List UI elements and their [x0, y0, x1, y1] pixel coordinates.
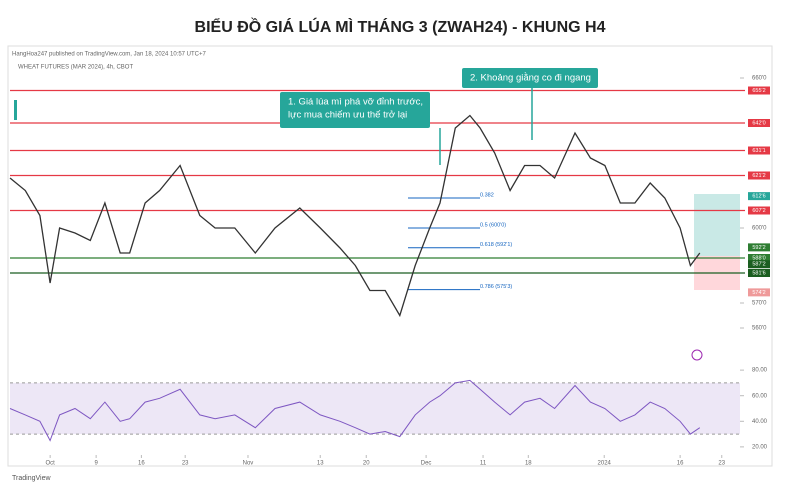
price-tag-label: 574'2: [752, 290, 765, 296]
level-tag: [748, 119, 770, 127]
rsi-line: [9, 379, 701, 442]
y-tick-label: 570'0: [752, 301, 767, 307]
fib-label: 0.618 (592'1): [480, 242, 512, 248]
x-tick-label: 2024: [598, 461, 612, 467]
y-tick-label: 560'0: [752, 326, 767, 332]
price-tag: [748, 260, 770, 269]
annotation-box: [462, 68, 598, 88]
level-tag: [748, 206, 770, 215]
x-tick-label: 9: [94, 461, 98, 467]
x-tick-label: 23: [718, 461, 725, 467]
x-tick-label: 18: [525, 461, 532, 467]
symbol: WHEAT FUTURES (MAR 2024), 4h, CBOT: [18, 65, 133, 71]
annotation-box: [280, 92, 430, 128]
y-tick-label: 660'0: [752, 76, 767, 82]
level-tag: [748, 146, 770, 155]
marker: [14, 100, 17, 120]
level-label: 642'0: [752, 120, 765, 126]
title: BIỂU ĐỒ GIÁ LÚA MÌ THÁNG 3 (ZWAH24) - KH…: [195, 17, 606, 36]
x-tick-label: 23: [182, 461, 189, 467]
target-zone: [694, 194, 740, 256]
rsi-tick-label: 60.00: [752, 393, 768, 399]
annotation-text: 2. Khoảng giằng co đi ngang: [470, 73, 591, 84]
rsi-tick-label: 40.00: [752, 419, 768, 425]
x-tick-label: 16: [677, 461, 684, 467]
level-tag: [748, 269, 770, 277]
x-tick-label: 11: [480, 461, 487, 467]
level-label: 581'6: [752, 270, 765, 276]
price-tag: [748, 243, 770, 252]
x-tick-label: 13: [317, 461, 324, 467]
frame: [7, 45, 773, 467]
fib-label: 0.5 (600'0): [480, 222, 506, 228]
x-tick-label: 20: [363, 461, 370, 467]
x-tick-label: Nov: [243, 461, 254, 467]
price-tag-label: 612'6: [752, 194, 765, 200]
event-icon: [691, 349, 703, 361]
level-label: 588'0: [752, 255, 765, 261]
level-tag: [748, 254, 770, 262]
byline: HangHoa247 published on TradingView.com,…: [12, 52, 207, 58]
rsi-tick-label: 80.00: [752, 368, 768, 374]
price-tag-label: 587'2: [752, 262, 765, 268]
rsi-band: [10, 382, 740, 435]
annotation-text: lực mua chiếm ưu thế trở lại: [288, 110, 407, 121]
x-tick-label: Oct: [45, 461, 55, 467]
fib-label: 0.786 (575'3): [480, 284, 512, 290]
x-tick-label: Dec: [421, 461, 432, 467]
price-line: [9, 114, 701, 318]
level-label: 607'2: [752, 208, 765, 214]
rsi-tick-label: 20.00: [752, 444, 768, 450]
level-label: 631'1: [752, 148, 765, 154]
level-tag: [748, 171, 770, 180]
level-label: 621'2: [752, 173, 765, 179]
price-tag: [748, 192, 770, 201]
level-label: 655'2: [752, 88, 765, 94]
y-tick-label: 600'0: [752, 226, 767, 232]
price-tag-label: 592'2: [752, 245, 765, 251]
level-tag: [748, 86, 770, 95]
annotation-text: 1. Giá lúa mì phá vỡ đỉnh trước,: [288, 97, 423, 108]
footer: TradingView: [12, 475, 51, 482]
price-tag: [748, 288, 770, 297]
x-tick-label: 16: [138, 461, 145, 467]
fib-label: 0.382: [480, 192, 494, 198]
